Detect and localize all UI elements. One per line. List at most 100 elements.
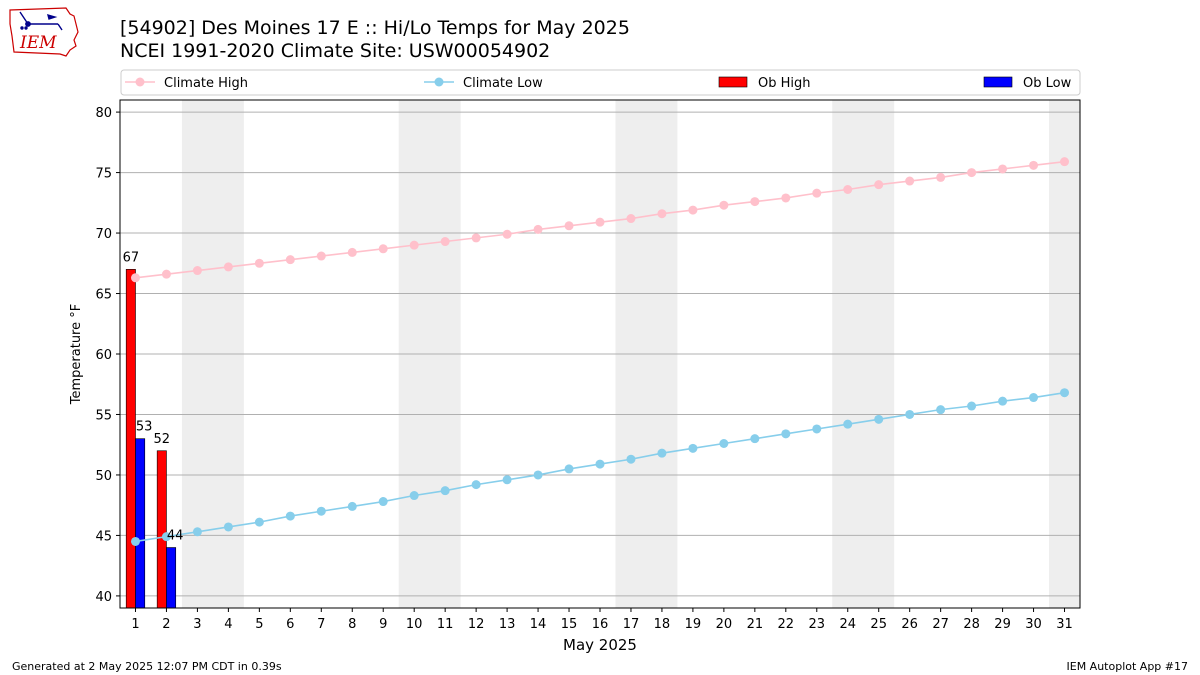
point-climate-low <box>688 443 698 453</box>
x-tick-label: 17 <box>623 617 640 632</box>
x-tick-label: 16 <box>592 617 609 632</box>
x-tick-label: 14 <box>530 617 547 632</box>
point-climate-high <box>409 240 419 250</box>
bar-ob-high <box>125 269 136 609</box>
logo-text: IEM <box>19 33 57 53</box>
point-climate-low <box>595 459 605 469</box>
legend-swatch <box>983 76 1013 88</box>
point-climate-low <box>1029 393 1039 403</box>
x-tick-label: 31 <box>1056 617 1073 632</box>
bar-ob-low <box>135 438 146 609</box>
legend-label: Climate Low <box>463 76 543 91</box>
generated-timestamp: Generated at 2 May 2025 12:07 PM CDT in … <box>12 660 282 673</box>
bar-value-label: 52 <box>154 432 171 447</box>
point-climate-low <box>967 401 977 411</box>
point-climate-high <box>1029 160 1039 170</box>
point-climate-high <box>688 205 698 215</box>
legend-marker <box>434 77 444 87</box>
legend-marker <box>135 77 145 87</box>
x-tick-label: 4 <box>224 617 232 632</box>
point-climate-high <box>130 273 140 283</box>
y-tick-label: 75 <box>95 167 112 182</box>
point-climate-low <box>1060 388 1070 398</box>
point-climate-low <box>719 439 729 449</box>
bar-value-label: 67 <box>123 250 140 265</box>
legend-box <box>120 69 1081 96</box>
x-tick-label: 22 <box>778 617 795 632</box>
x-tick-label: 28 <box>963 617 980 632</box>
y-axis-label: Temperature °F <box>69 304 84 405</box>
legend-label: Ob High <box>758 76 811 91</box>
point-climate-low <box>626 454 636 464</box>
y-tick-label: 60 <box>95 348 112 363</box>
legend-label: Climate High <box>164 76 248 91</box>
point-climate-low <box>192 527 202 537</box>
y-tick-label: 70 <box>95 227 112 242</box>
point-climate-low <box>409 491 419 501</box>
x-tick-label: 23 <box>809 617 826 632</box>
point-climate-low <box>874 414 884 424</box>
x-tick-label: 20 <box>716 617 733 632</box>
x-tick-label: 19 <box>685 617 702 632</box>
point-climate-high <box>161 269 171 279</box>
point-climate-high <box>874 180 884 190</box>
point-climate-high <box>223 262 233 272</box>
x-tick-label: 21 <box>747 617 764 632</box>
x-tick-label: 5 <box>255 617 263 632</box>
point-climate-high <box>316 251 326 261</box>
x-tick-label: 6 <box>286 617 294 632</box>
point-climate-low <box>564 464 574 474</box>
point-climate-high <box>192 266 202 276</box>
point-climate-low <box>502 475 512 485</box>
chart-subtitle: NCEI 1991-2020 Climate Site: USW00054902 <box>120 40 551 62</box>
x-tick-label: 13 <box>499 617 516 632</box>
x-tick-label: 9 <box>379 617 387 632</box>
point-climate-high <box>254 258 264 268</box>
bar-value-label: 53 <box>136 420 153 435</box>
point-climate-high <box>502 229 512 239</box>
point-climate-low <box>843 419 853 429</box>
point-climate-high <box>967 168 977 178</box>
y-tick-label: 55 <box>95 408 112 423</box>
point-climate-high <box>533 224 543 234</box>
chart-title: [54902] Des Moines 17 E :: Hi/Lo Temps f… <box>120 17 630 39</box>
x-tick-label: 8 <box>348 617 356 632</box>
point-climate-low <box>936 405 946 415</box>
point-climate-high <box>936 172 946 182</box>
point-climate-low <box>657 448 667 458</box>
point-climate-low <box>998 396 1008 406</box>
point-climate-high <box>626 214 636 224</box>
point-climate-low <box>533 470 543 480</box>
x-tick-label: 10 <box>406 617 423 632</box>
point-climate-low <box>161 532 171 542</box>
y-tick-label: 50 <box>95 469 112 484</box>
point-climate-high <box>347 247 357 257</box>
x-tick-label: 27 <box>932 617 949 632</box>
y-tick-label: 65 <box>95 288 112 303</box>
point-climate-high <box>750 197 760 207</box>
point-climate-high <box>285 255 295 265</box>
x-tick-label: 30 <box>1025 617 1042 632</box>
y-tick-label: 45 <box>95 529 112 544</box>
point-climate-low <box>440 486 450 496</box>
app-label: IEM Autoplot App #17 <box>1066 660 1189 673</box>
legend-swatch <box>718 76 748 88</box>
point-climate-low <box>347 501 357 511</box>
x-tick-label: 7 <box>317 617 325 632</box>
x-tick-label: 25 <box>870 617 887 632</box>
point-climate-high <box>998 164 1008 174</box>
x-tick-label: 15 <box>561 617 578 632</box>
point-climate-low <box>223 522 233 532</box>
x-tick-label: 24 <box>839 617 856 632</box>
x-axis-label: May 2025 <box>563 636 637 654</box>
bar-ob-low <box>166 547 177 609</box>
point-climate-low <box>750 434 760 444</box>
point-climate-low <box>378 497 388 507</box>
point-climate-low <box>254 517 264 527</box>
x-tick-label: 18 <box>654 617 671 632</box>
chart-legend: Climate High Climate Low Ob High Ob Low <box>120 69 1081 96</box>
x-tick-label: 11 <box>437 617 454 632</box>
y-tick-label: 40 <box>95 590 112 605</box>
point-climate-low <box>812 424 822 434</box>
